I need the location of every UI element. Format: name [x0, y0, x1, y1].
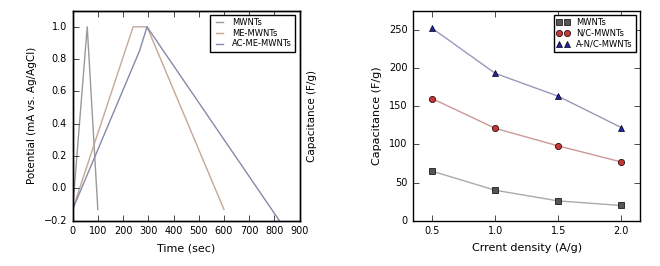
Y-axis label: Potential (mA vs. Ag/AgCl): Potential (mA vs. Ag/AgCl) [26, 47, 36, 184]
X-axis label: Time (sec): Time (sec) [157, 243, 215, 253]
A-N/C-MWNTs [428, 27, 436, 30]
ME-MWNTs [143, 25, 151, 28]
MWNTs [617, 204, 625, 207]
A-N/C-MWNTs [617, 126, 625, 129]
Line: MWNTs: MWNTs [429, 168, 624, 209]
N/C-MWNTs [554, 144, 562, 147]
N/C-MWNTs [491, 127, 499, 130]
X-axis label: Crrent density (A/g): Crrent density (A/g) [472, 243, 581, 253]
MWNTs [491, 189, 499, 192]
MWNTs [94, 208, 102, 211]
MWNTs [83, 25, 91, 28]
Line: N/C-MWNTs: N/C-MWNTs [429, 95, 624, 165]
MWNTs [554, 199, 562, 202]
Line: A-N/C-MWNTs: A-N/C-MWNTs [429, 25, 624, 131]
Line: AC-ME-MWNTs: AC-ME-MWNTs [73, 27, 279, 221]
ME-MWNTs [220, 208, 228, 211]
AC-ME-MWNTs [69, 208, 77, 211]
Line: MWNTs: MWNTs [73, 27, 98, 209]
Legend: MWNTs, N/C-MWNTs, A-N/C-MWNTs: MWNTs, N/C-MWNTs, A-N/C-MWNTs [554, 15, 636, 52]
MWNTs [428, 169, 436, 173]
MWNTs [69, 208, 77, 211]
Line: ME-MWNTs: ME-MWNTs [73, 27, 224, 209]
Y-axis label: Capacitance (F/g): Capacitance (F/g) [372, 66, 382, 165]
AC-ME-MWNTs [135, 49, 143, 53]
ME-MWNTs [69, 208, 77, 211]
AC-ME-MWNTs [275, 219, 283, 222]
A-N/C-MWNTs [554, 95, 562, 98]
ME-MWNTs [129, 25, 137, 28]
N/C-MWNTs [428, 97, 436, 100]
Y-axis label: Capacitance (F/g): Capacitance (F/g) [307, 70, 317, 162]
AC-ME-MWNTs [143, 25, 151, 28]
Legend: MWNTs, ME-MWNTs, AC-ME-MWNTs: MWNTs, ME-MWNTs, AC-ME-MWNTs [210, 15, 296, 52]
A-N/C-MWNTs [491, 72, 499, 75]
N/C-MWNTs [617, 160, 625, 164]
